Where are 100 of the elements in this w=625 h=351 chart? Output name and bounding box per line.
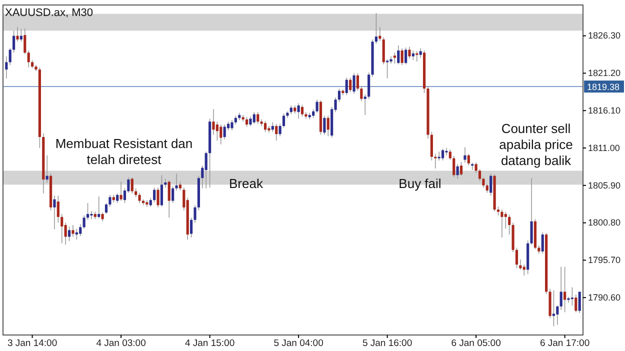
y-tick-label: 1811.00	[588, 142, 620, 153]
candlestick	[278, 123, 282, 137]
y-tick-label: 1805.90	[588, 180, 621, 190]
candlestick	[8, 48, 12, 66]
candlestick	[264, 120, 267, 132]
candlestick	[190, 217, 193, 238]
candlestick	[168, 180, 170, 218]
candlestick	[212, 108, 215, 136]
candlestick	[172, 186, 174, 204]
candlestick	[271, 122, 274, 132]
candlestick	[53, 195, 56, 230]
candlestick	[72, 224, 74, 238]
candlestick	[360, 86, 363, 102]
x-tick-label: 5 Jan 16:00	[362, 338, 412, 350]
candlestick	[216, 121, 218, 142]
candlestick	[79, 224, 82, 236]
candlestick	[56, 195, 60, 224]
candlestick	[12, 30, 16, 54]
candlestick	[300, 104, 304, 117]
candlestick	[20, 28, 22, 42]
candlestick	[564, 266, 566, 313]
candlestick	[478, 168, 482, 182]
annotation: Break	[229, 176, 264, 191]
candlestick	[374, 12, 378, 44]
candlestick	[393, 52, 396, 64]
candlestick	[345, 77, 348, 96]
y-tick-label: 1826.30	[588, 30, 621, 41]
ref-line-label: 1819.38	[587, 82, 620, 92]
candlestick	[460, 162, 463, 176]
candlestick	[441, 148, 444, 161]
candlestick	[434, 153, 437, 169]
candlestick	[519, 259, 522, 270]
candlestick	[323, 115, 326, 136]
y-tick-label: 1800.80	[588, 218, 621, 228]
candlestick	[160, 174, 164, 208]
candlestick	[116, 193, 119, 204]
candlestick	[490, 173, 492, 196]
candlestick	[474, 162, 478, 174]
candlestick	[552, 290, 556, 327]
candlestick	[156, 187, 160, 208]
candlestick	[504, 211, 507, 230]
candlestick	[245, 116, 248, 128]
candlestick	[230, 120, 234, 131]
x-tick-label: 5 Jan 04:00	[274, 338, 324, 350]
candlestick	[220, 124, 222, 145]
candlestick	[138, 192, 141, 204]
candlestick	[153, 187, 156, 203]
candlestick	[515, 247, 518, 269]
candlestick	[382, 36, 385, 65]
candlestick	[175, 173, 178, 191]
candlestick	[256, 112, 260, 124]
x-tick-label: 4 Jan 03:00	[96, 338, 146, 350]
candlestick	[120, 181, 122, 202]
candlestick	[386, 58, 389, 79]
candlestick	[452, 156, 456, 178]
x-tick-label: 6 Jan 05:00	[451, 338, 501, 350]
candlestick	[249, 116, 252, 126]
candlestick	[252, 112, 256, 124]
y-tick-label: 1795.70	[588, 255, 621, 266]
candlestick	[204, 151, 208, 189]
candlestick	[508, 214, 511, 235]
candlestick	[445, 148, 448, 156]
candlestick	[541, 232, 544, 254]
candlestick	[316, 99, 318, 114]
candlestick	[82, 215, 86, 230]
candlestick	[438, 151, 440, 161]
candlestick	[338, 88, 341, 102]
candlestick	[560, 266, 562, 310]
candlestick	[400, 48, 404, 66]
candlestick	[471, 162, 474, 170]
candlestick	[90, 210, 93, 220]
candlestick	[275, 123, 278, 142]
candlestick	[464, 146, 466, 164]
candlestick	[352, 72, 356, 94]
candlestick	[60, 214, 64, 244]
candlestick	[397, 44, 400, 65]
candlestick	[46, 154, 48, 183]
candlestick	[326, 115, 330, 137]
candlestick	[448, 149, 452, 160]
candlestick	[570, 286, 574, 306]
annotation: Counter sell apabila price datang balik	[499, 121, 573, 168]
chart-title: XAUUSD.ax, M30	[5, 7, 94, 19]
candlestick	[556, 305, 559, 326]
candlestick	[482, 176, 485, 188]
candlestick	[282, 113, 286, 128]
candlestick	[578, 291, 581, 314]
candlestick	[86, 202, 90, 220]
candlestick	[98, 196, 100, 219]
candlestick	[16, 26, 19, 42]
candlestick	[68, 226, 71, 242]
candlestick	[530, 178, 533, 246]
candlestick	[356, 72, 360, 92]
candlestick	[130, 176, 134, 194]
candlestick	[404, 47, 408, 65]
y-tick-label: 1816.10	[588, 105, 621, 116]
candlestick	[223, 124, 226, 140]
candlestick	[408, 46, 411, 59]
x-tick-label: 6 Jan 17:00	[540, 338, 590, 350]
candlestick	[108, 194, 112, 208]
candlestick	[419, 48, 422, 58]
